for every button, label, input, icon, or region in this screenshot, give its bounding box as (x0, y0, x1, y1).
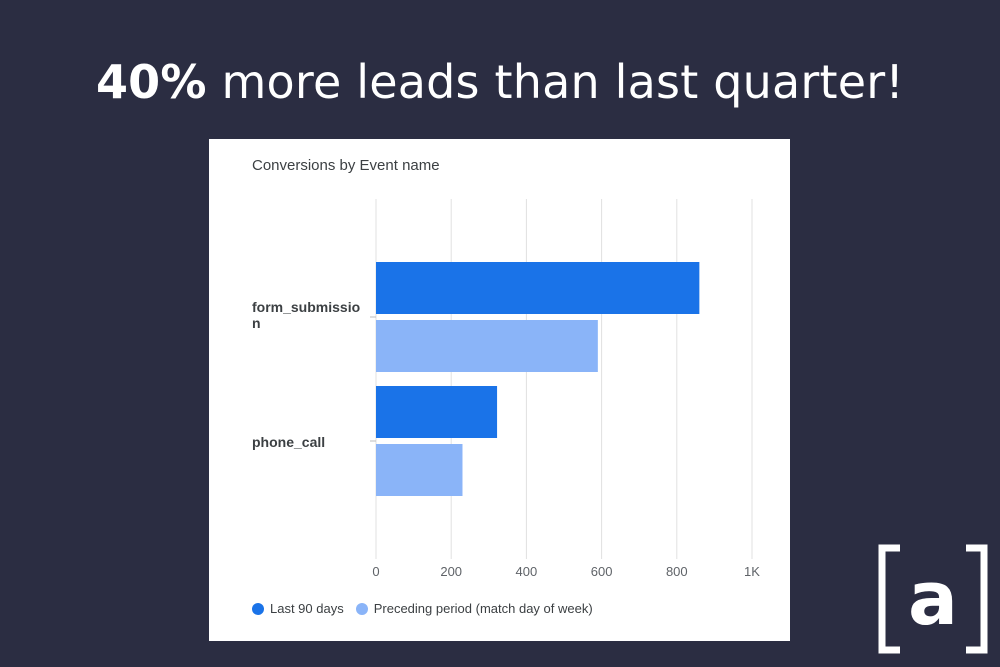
headline-text: more leads than last quarter! (206, 55, 905, 109)
bracket-a-logo-icon: a (878, 544, 988, 654)
headline: 40% more leads than last quarter! (0, 52, 1000, 112)
logo-letter: a (908, 556, 958, 642)
legend-dot-icon (355, 602, 368, 615)
x-tick-label: 600 (591, 564, 613, 579)
x-tick-label: 200 (440, 564, 462, 579)
category-label-form-submission: form_submission (252, 299, 361, 331)
grid-lines (375, 199, 753, 559)
x-tick-label: 1K (744, 564, 760, 579)
legend-item-last-90-days[interactable]: Last 90 days (252, 601, 344, 616)
legend-dot-icon (252, 602, 264, 615)
bar-phone_call-series-1[interactable] (376, 444, 463, 496)
bars (370, 262, 700, 496)
x-tick-label: 800 (666, 564, 688, 579)
x-tick-label: 400 (516, 564, 538, 579)
x-tick-label: 0 (372, 564, 379, 579)
legend-label: Last 90 days (270, 601, 344, 616)
chart-legend: Last 90 days Preceding period (match day… (252, 601, 605, 616)
chart-title: Conversions by Event name (252, 157, 440, 174)
chart-card: Conversions by Event name 0 200 400 600 800 1… (209, 139, 790, 641)
bar-chart: 0 200 400 600 800 1K (370, 199, 760, 579)
x-axis-ticks: 0 200 400 600 800 1K (372, 564, 760, 579)
category-label-phone-call: phone_call (252, 434, 326, 450)
legend-item-preceding-period[interactable]: Preceding period (match day of week) (355, 601, 593, 616)
bar-form_submission-series-0[interactable] (376, 262, 700, 314)
legend-label: Preceding period (match day of week) (373, 601, 593, 616)
headline-highlight: 40% (95, 55, 207, 109)
bar-phone_call-series-0[interactable] (376, 386, 498, 438)
bar-form_submission-series-1[interactable] (376, 320, 598, 372)
